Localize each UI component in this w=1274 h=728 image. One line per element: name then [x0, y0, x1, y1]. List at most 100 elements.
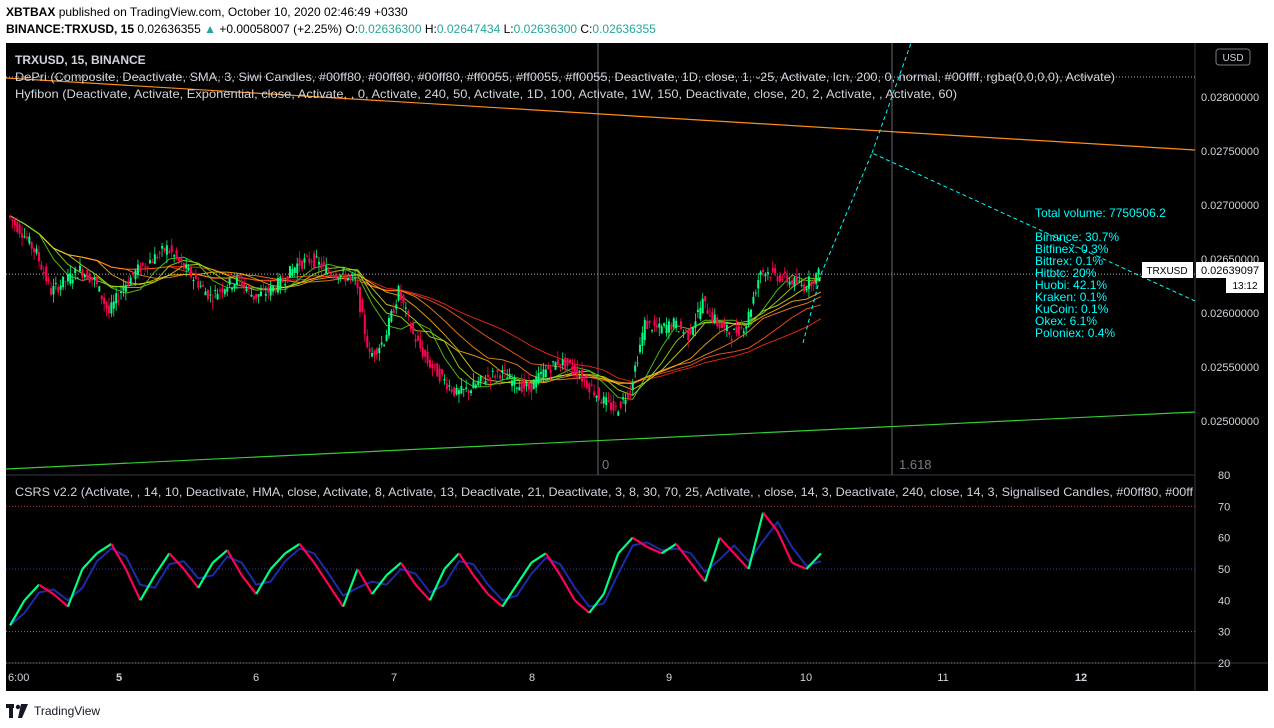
candle-body [448, 385, 451, 387]
candle-body [568, 359, 571, 363]
osc-signal-line [9, 520, 822, 627]
osc-segment [574, 599, 591, 614]
lower-trend-line [5, 411, 1196, 470]
candle-body [124, 284, 127, 292]
candle-body [404, 307, 407, 309]
candle-body [264, 293, 267, 296]
candle-body [778, 275, 781, 282]
osc-segment [197, 562, 214, 589]
candle-body [325, 266, 328, 274]
candle-body [585, 380, 588, 388]
candle-body [363, 314, 366, 334]
chart-area[interactable]: 0 1.618 TRXUSD, 15, BINANCE DePri (Compo… [5, 42, 1268, 691]
candle-body [812, 278, 815, 285]
candle-body [455, 388, 458, 395]
candle-body [520, 379, 523, 392]
candle-body [358, 286, 361, 313]
candle-body [626, 393, 629, 399]
chart-svg[interactable]: 0 1.618 TRXUSD, 15, BINANCE DePri (Compo… [5, 42, 1268, 691]
candle-body [59, 285, 62, 290]
candle-body [187, 267, 190, 271]
candle-body [156, 256, 159, 259]
osc-segment [52, 593, 69, 608]
candle-body [308, 258, 311, 263]
candle-body [66, 273, 69, 282]
candle-body [11, 219, 14, 222]
candle-body [648, 320, 651, 323]
candle-body [165, 245, 168, 255]
publisher-name: XBTBAX [6, 5, 56, 19]
candle-body [88, 273, 91, 283]
candle-body [728, 331, 731, 335]
candle-body [675, 320, 678, 329]
candle-body [566, 358, 569, 366]
osc-segment [342, 568, 359, 607]
price-tick-6: 0.02500000 [1201, 416, 1259, 428]
candle-body [134, 270, 137, 280]
countdown-value: 13:12 [1232, 281, 1257, 292]
candle-body [694, 321, 697, 328]
candle-body [465, 387, 468, 389]
candle-body [141, 262, 144, 266]
candle-body [35, 248, 38, 254]
candle-body [177, 258, 180, 261]
candle-body [634, 365, 637, 372]
candle-body [301, 260, 304, 269]
candle-body [457, 390, 460, 395]
candle-body [83, 275, 86, 278]
currency-button[interactable] [1215, 48, 1251, 66]
price-axis-ticks: 0.028000000.027500000.027000000.02650000… [1201, 92, 1259, 428]
candle-body [103, 297, 106, 304]
candle-body [653, 320, 656, 326]
osc-segment [443, 552, 460, 570]
candle-body [310, 261, 313, 263]
candle-body [771, 268, 774, 272]
osc-segment [313, 562, 330, 586]
candle-body [57, 287, 60, 293]
osc-tick-5: 30 [1218, 627, 1230, 639]
candle-body [750, 309, 753, 317]
moving-average-ribbon [9, 215, 822, 400]
ma-line-0 [9, 215, 822, 383]
candle-body [214, 289, 217, 291]
candle-body [600, 401, 603, 404]
candle-body [735, 326, 738, 334]
symbol-label: BINANCE:TRXUSD, 15 [6, 22, 135, 36]
candle-body [293, 267, 296, 273]
close-value: 0.02636355 [592, 22, 656, 36]
candle-body [337, 278, 340, 280]
candle-body [783, 271, 786, 274]
candle-body [387, 318, 390, 336]
candle-body [78, 265, 81, 272]
candle-body [638, 344, 641, 353]
candle-body [769, 277, 772, 279]
candle-body [13, 220, 16, 226]
candle-body [745, 326, 748, 329]
candle-body [260, 291, 263, 296]
candle-body [330, 272, 333, 275]
candle-body [757, 280, 760, 289]
osc-segment [515, 562, 533, 586]
candle-body [54, 283, 57, 285]
candle-body [815, 273, 818, 284]
osc-segment [9, 599, 26, 626]
candle-body [817, 268, 820, 275]
candle-body [571, 365, 574, 371]
candle-body [402, 294, 405, 304]
candle-body [651, 330, 654, 332]
time-tick-4: 8 [529, 672, 535, 684]
price-tick-2: 0.02700000 [1201, 200, 1259, 212]
osc-segment [632, 536, 648, 548]
candle-body [33, 248, 36, 252]
candle-body [597, 387, 600, 400]
candle-body [71, 279, 74, 284]
candle-body [366, 336, 369, 348]
candle-body [803, 284, 806, 292]
osc-segment [747, 512, 765, 570]
candle-body [148, 260, 151, 264]
candle-body [298, 258, 301, 267]
candle-body [112, 301, 115, 309]
candle-body [129, 277, 132, 285]
candle-body [607, 400, 610, 402]
osc-segment [675, 543, 692, 564]
